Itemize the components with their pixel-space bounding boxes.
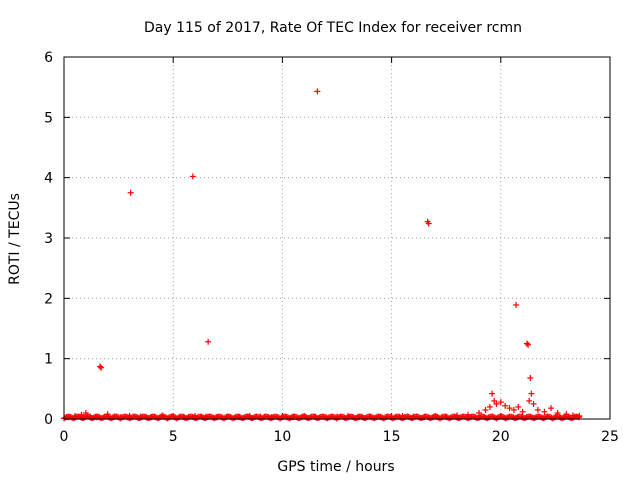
data-point	[497, 399, 504, 406]
x-axis-label: GPS time / hours	[277, 459, 394, 475]
data-point	[526, 397, 533, 404]
y-tick-label: 3	[44, 231, 53, 247]
data-point	[510, 406, 517, 413]
y-tick-label: 5	[44, 110, 53, 126]
data-point	[489, 390, 496, 397]
data-point	[548, 405, 555, 412]
data-point	[519, 408, 526, 415]
baseline-point-band	[61, 413, 582, 422]
x-tick-label: 15	[383, 429, 401, 445]
data-point	[314, 88, 321, 95]
x-tick-label: 25	[601, 429, 619, 445]
data-point	[98, 364, 105, 371]
y-tick-label: 0	[44, 412, 53, 428]
data-point	[189, 173, 196, 180]
grid-lines	[64, 57, 610, 419]
data-point	[524, 340, 531, 347]
data-point	[515, 403, 522, 410]
x-tick-labels: 0 5 10 15 20 25	[60, 429, 619, 445]
chart-title: Day 115 of 2017, Rate Of TEC Index for r…	[144, 20, 522, 36]
data-point	[528, 390, 535, 397]
data-point	[97, 363, 104, 370]
data-point	[491, 397, 498, 404]
data-points	[61, 88, 583, 422]
data-point	[486, 403, 493, 410]
y-axis-label: ROTI / TECUs	[7, 193, 23, 285]
y-tick-label: 6	[44, 50, 53, 66]
data-point	[541, 408, 548, 415]
y-tick-labels: 0 1 2 3 4 5 6	[44, 50, 53, 428]
data-point	[534, 406, 541, 413]
y-tick-label: 2	[44, 291, 53, 307]
data-point	[513, 301, 520, 308]
data-point	[127, 189, 134, 196]
data-point	[425, 220, 432, 227]
data-point	[530, 400, 537, 407]
data-point	[502, 402, 509, 409]
data-point	[525, 341, 532, 348]
plot-frame	[63, 56, 611, 420]
x-tick-label: 20	[492, 429, 510, 445]
x-tick-label: 0	[60, 429, 69, 445]
data-point	[493, 400, 500, 407]
x-tick-label: 10	[273, 429, 291, 445]
y-tick-label: 1	[44, 352, 53, 368]
x-tick-label: 5	[169, 429, 178, 445]
y-tick-label: 4	[44, 171, 53, 187]
data-point	[527, 374, 534, 381]
data-point	[482, 406, 489, 413]
data-point	[205, 338, 212, 345]
data-point	[506, 405, 513, 412]
